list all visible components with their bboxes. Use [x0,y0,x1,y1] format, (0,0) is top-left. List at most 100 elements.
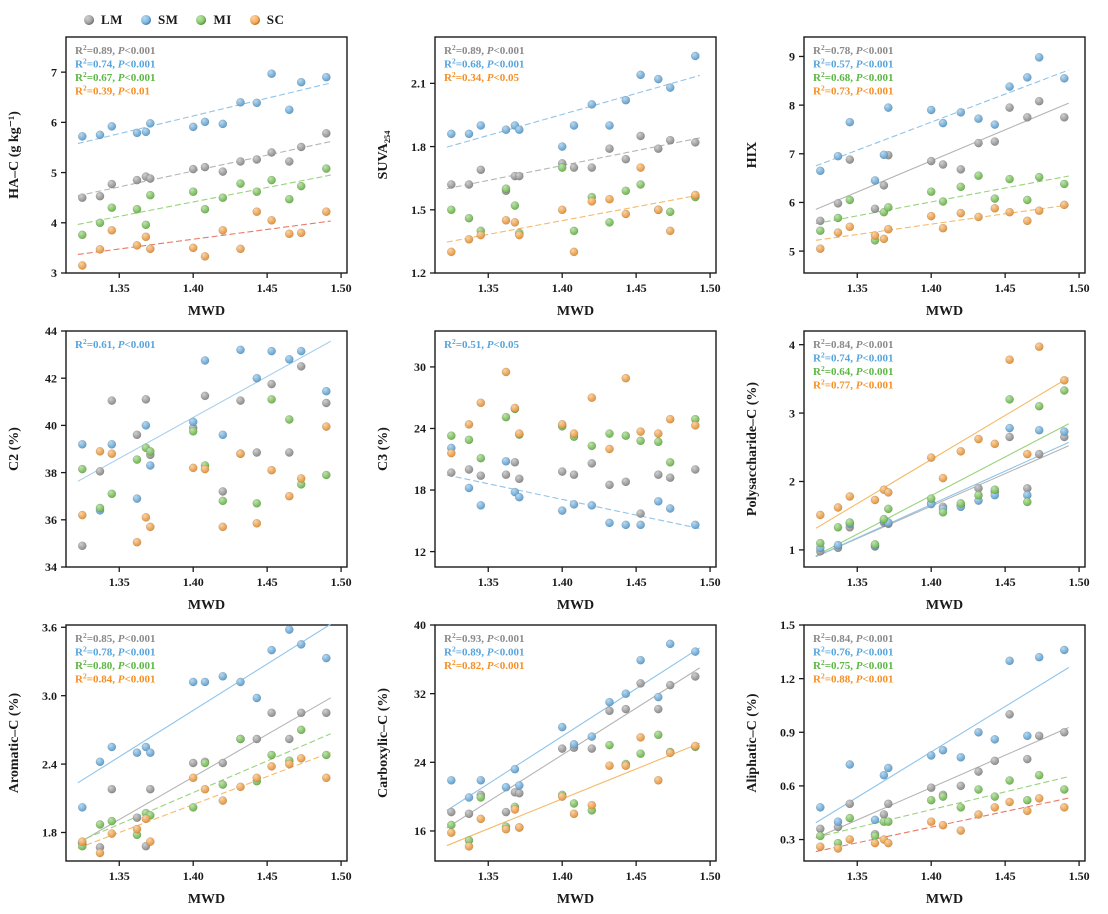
point-sm [510,764,520,774]
point-sm [665,504,675,513]
point-sc [1005,355,1014,365]
point-sc [815,510,825,520]
point-lm [845,799,855,809]
point-mi [476,793,486,802]
point-lm [974,767,983,776]
point-sm [252,693,262,703]
point-sm [476,775,486,785]
point-sm [107,742,117,752]
point-sm [1005,656,1014,666]
panel-carboxylic-c: 16 24 32 40 1.35 1.40 1.45 1.50 R2=0.93, P<0.001… [369,616,738,910]
chart-suva254: 1.2 1.5 1.8 2.1 1.35 1.40 1.45 1.50 R2=0.89, P<0… [376,36,721,319]
stats-c2-0: R2=0.61, P<0.001 [75,337,156,351]
point-sm [188,677,198,687]
point-sc [476,230,486,240]
point-sc [879,234,889,244]
legend-marker-icon [249,15,260,25]
stats-c3-0: R2=0.51, P<0.05 [444,337,519,351]
point-sm [926,105,936,115]
point-sc [883,838,893,848]
point-sm [636,655,645,665]
point-lm [218,167,228,176]
point-sm [284,105,294,115]
point-mi [845,195,855,205]
x-tick-label: 1.45 [626,869,647,883]
y-tick-label: 12 [414,545,426,559]
point-sc [510,403,520,413]
point-mi [141,220,151,230]
point-mi [605,218,614,227]
fit-line-sc [446,194,700,243]
point-lm [77,193,87,203]
x-tick-label: 1.50 [1069,869,1090,883]
point-lm [501,470,511,480]
point-sc [690,421,700,430]
point-sm [218,430,228,440]
y-tick-label: 0.9 [780,725,795,739]
point-sc [870,495,880,505]
point-sm [665,83,675,92]
point-mi [446,205,456,215]
point-lm [236,396,245,405]
point-mi [1034,172,1044,182]
y-axis-label: Aliphatic–C (%) [745,693,760,793]
point-sc [141,232,151,242]
point-lm [141,395,151,404]
point-mi [557,163,567,172]
point-sm [464,793,474,802]
legend-label: LM [101,12,123,27]
point-mi [605,740,614,750]
point-sm [569,500,579,509]
point-mi [883,504,893,514]
point-lm [95,467,105,476]
point-lm [296,708,306,718]
point-lm [1034,731,1044,741]
point-mi [296,181,306,191]
fit-line-sm [77,82,331,145]
point-sc [476,814,486,824]
point-sc [883,488,893,497]
point-sm [587,732,597,741]
y-tick-label: 36 [45,513,57,527]
point-sm [321,72,331,82]
point-lm [514,171,524,181]
point-mi [107,816,117,826]
point-lm [252,448,262,457]
y-tick-label: 16 [414,824,426,838]
point-sm [1034,425,1044,435]
point-lm [514,474,524,484]
stats-suva254-0: R2=0.89, P<0.001 [444,43,525,57]
y-tick-label: 1.2 [411,266,426,280]
point-mi [501,412,511,422]
point-sm [845,117,855,127]
point-lm [252,734,262,744]
point-lm [252,155,262,164]
point-lm [132,175,142,185]
point-mi [188,426,198,436]
point-sm [1022,73,1032,82]
point-sc [926,211,936,221]
point-mi [236,179,245,188]
point-sc [236,782,245,792]
point-lm [636,509,645,518]
y-tick-label: 1.8 [42,826,57,840]
y-tick-label: 4 [51,216,57,230]
point-sm [321,386,331,396]
x-tick-label: 1.50 [700,869,721,883]
point-sc [665,748,675,758]
y-axis-label: C3 (%) [376,427,391,471]
point-lm [870,204,880,214]
point-sc [321,422,331,431]
point-sc [870,838,880,848]
point-mi [501,184,511,194]
legend: LM SM MI SC [84,12,284,28]
point-sc [883,224,893,234]
point-mi [653,730,663,740]
panel-grid: 3 4 5 6 7 1.35 1.40 1.45 1.50 R2=0.89, P<0.001 R2=… [0,28,1107,910]
point-sc [926,453,936,462]
point-lm [569,470,579,480]
y-axis-label: Aromatic–C (%) [7,692,22,793]
point-mi [636,749,645,759]
stats-carboxylic-c-2: R2=0.82, P<0.001 [444,658,525,672]
point-sm [883,103,893,112]
